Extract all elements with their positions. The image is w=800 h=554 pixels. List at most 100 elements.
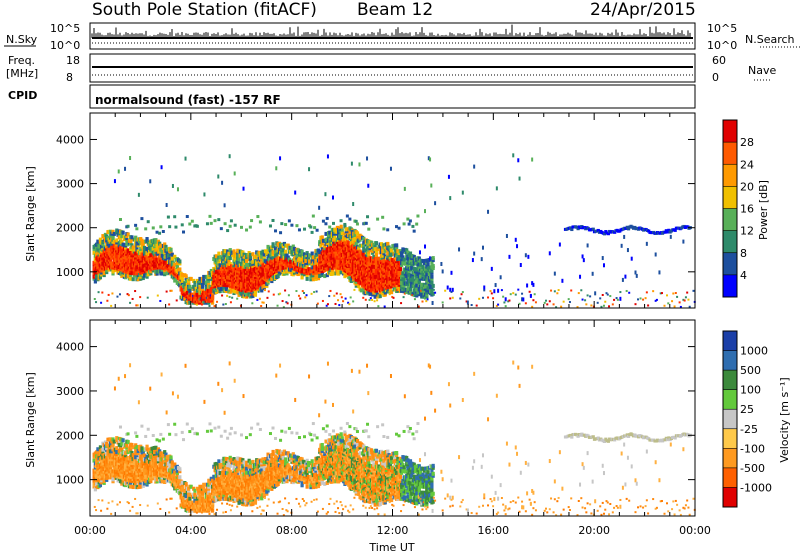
velocity-cell — [130, 442, 134, 447]
power-cell — [663, 230, 667, 234]
power-cell — [586, 243, 589, 248]
velocity-noise-cell — [107, 501, 110, 504]
power-noise-cell — [478, 297, 481, 300]
velocity-noise-cell — [139, 504, 142, 507]
velocity-cell — [111, 437, 115, 442]
power-cell — [352, 202, 355, 207]
power-cell — [258, 220, 262, 224]
power-cell — [271, 242, 275, 247]
power-noise-cell — [613, 298, 616, 301]
power-noise-cell — [286, 302, 289, 305]
power-noise-cell — [301, 290, 304, 293]
power-cell — [497, 288, 500, 293]
power-cell — [248, 252, 253, 257]
power-noise-cell — [97, 291, 100, 294]
power-cell — [461, 190, 464, 195]
velocity-noise-cell — [106, 507, 109, 510]
power-noise-cell — [671, 300, 674, 303]
power-cell — [228, 224, 232, 228]
power-cell — [190, 219, 194, 223]
velocity-cell — [95, 482, 99, 487]
velocity-cell — [139, 454, 143, 459]
power-cell — [389, 248, 394, 253]
power-noise-cell — [576, 306, 579, 309]
power-cell — [613, 230, 617, 234]
power-cell — [305, 251, 309, 256]
power-cell — [558, 242, 561, 247]
power-noise-cell — [528, 290, 531, 293]
power-cell — [359, 288, 363, 293]
power-noise-cell — [348, 303, 351, 306]
power-cell — [226, 255, 230, 260]
power-noise-cell — [231, 296, 234, 299]
power-cell — [217, 218, 221, 222]
power-cell — [281, 248, 285, 253]
power-cell — [251, 252, 255, 257]
power-cell — [115, 238, 119, 243]
power-cell — [402, 257, 406, 262]
power-cell — [418, 274, 423, 279]
power-cell — [153, 250, 157, 255]
power-noise-cell — [684, 296, 687, 299]
power-noise-cell — [139, 296, 142, 299]
power-noise-cell — [386, 290, 389, 293]
power-noise-cell — [589, 295, 592, 298]
power-cell — [424, 244, 427, 249]
power-noise-cell — [313, 291, 316, 294]
power-cell — [348, 217, 352, 221]
power-cell — [408, 279, 413, 284]
power-noise-cell — [272, 293, 275, 296]
power-cell — [579, 274, 582, 279]
power-cell — [130, 235, 134, 240]
power-cell — [389, 252, 394, 257]
power-noise-cell — [403, 292, 406, 295]
power-cell — [374, 241, 379, 246]
power-noise-cell — [534, 301, 537, 304]
power-noise-cell — [502, 295, 505, 298]
power-cell — [381, 253, 385, 258]
power-cell — [517, 158, 520, 163]
nsearch-label: N.Search — [745, 33, 795, 46]
power-noise-cell — [228, 295, 231, 298]
power-cell — [112, 231, 116, 236]
power-cell — [228, 256, 232, 261]
power-noise-cell — [185, 300, 188, 303]
power-cell — [355, 222, 359, 226]
power-cell — [398, 249, 403, 254]
power-noise-cell — [169, 289, 172, 292]
nsky-panel-frame — [89, 22, 696, 50]
power-cell — [184, 156, 187, 161]
velocity-cell — [124, 374, 127, 379]
power-noise-cell — [682, 298, 685, 301]
velocity-cell — [101, 447, 105, 452]
power-cell — [412, 254, 416, 259]
power-cell — [291, 244, 295, 249]
power-cell — [514, 237, 517, 242]
power-noise-cell — [101, 291, 104, 294]
power-cell — [180, 286, 184, 291]
nsearch-tick-low: 10^0 — [707, 39, 737, 52]
power-cell — [155, 269, 159, 274]
power-cell — [343, 222, 347, 226]
power-cell — [626, 227, 631, 231]
power-cell — [357, 246, 361, 251]
power-noise-cell — [321, 299, 324, 302]
power-cell — [155, 230, 159, 234]
power-cell — [296, 248, 300, 253]
power-cell — [248, 262, 253, 267]
power-noise-cell — [421, 300, 424, 303]
power-cell — [389, 166, 392, 171]
power-cell — [424, 209, 427, 214]
power-cell — [95, 274, 99, 279]
power-cell — [378, 294, 382, 299]
power-noise-cell — [451, 296, 454, 299]
power-cell — [297, 228, 301, 232]
power-cell — [532, 282, 535, 287]
power-cell — [666, 230, 670, 234]
power-cell — [372, 254, 376, 259]
power-noise-cell — [518, 302, 521, 305]
power-cell — [645, 241, 648, 246]
power-noise-cell — [192, 294, 195, 297]
power-cell — [202, 274, 206, 279]
power-noise-cell — [562, 300, 565, 303]
